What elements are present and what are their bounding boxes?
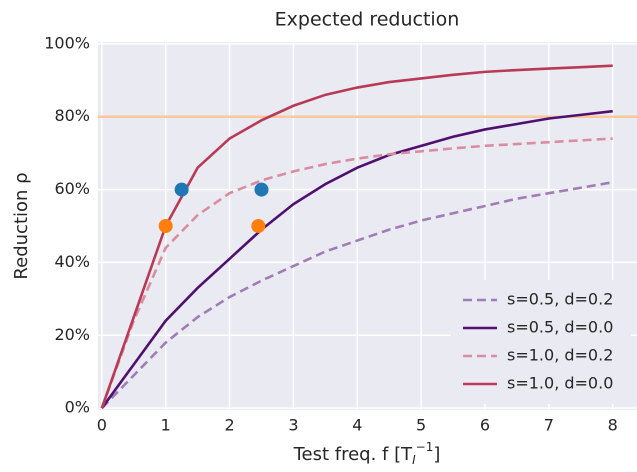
y-tick-label: 80% bbox=[54, 106, 90, 125]
marker-point bbox=[251, 219, 266, 233]
legend-label: s=1.0, d=0.2 bbox=[507, 346, 613, 365]
x-tick-label: 3 bbox=[288, 416, 298, 435]
series-line bbox=[100, 109, 613, 409]
legend-label: s=0.5, d=0.0 bbox=[507, 318, 613, 337]
y-tick-label: 20% bbox=[54, 325, 90, 344]
y-tick-label: 60% bbox=[54, 179, 90, 198]
x-tick-label: 4 bbox=[352, 416, 362, 435]
x-tick-label: 0 bbox=[97, 416, 107, 435]
y-tick-label: 0% bbox=[65, 398, 90, 417]
x-label-end: ] bbox=[433, 444, 440, 465]
legend-label: s=0.5, d=0.2 bbox=[507, 290, 613, 309]
x-tick-label: 7 bbox=[544, 416, 554, 435]
marker-point bbox=[174, 182, 189, 197]
series-line bbox=[100, 137, 613, 409]
x-axis-label: Test freq. f [TI−1] bbox=[293, 440, 441, 467]
legend-box bbox=[451, 280, 631, 404]
chart-title: Expected reduction bbox=[275, 9, 460, 31]
x-label-text: Test freq. f [T bbox=[293, 444, 414, 465]
y-axis-label: Reduction ρ bbox=[11, 172, 32, 279]
x-tick-label: 2 bbox=[224, 416, 234, 435]
marker-point bbox=[254, 182, 269, 197]
y-tick-label: 100% bbox=[44, 33, 90, 52]
series-line bbox=[100, 180, 613, 410]
legend-label: s=1.0, d=0.0 bbox=[507, 374, 613, 393]
marker-point bbox=[158, 219, 173, 233]
x-label-sub: I bbox=[412, 453, 416, 467]
x-tick-label: 6 bbox=[480, 416, 490, 435]
y-tick-label: 40% bbox=[54, 252, 90, 271]
x-label-sup: −1 bbox=[416, 440, 434, 454]
x-tick-label: 1 bbox=[161, 416, 171, 435]
x-tick-label: 8 bbox=[608, 416, 618, 435]
x-tick-label: 5 bbox=[416, 416, 426, 435]
